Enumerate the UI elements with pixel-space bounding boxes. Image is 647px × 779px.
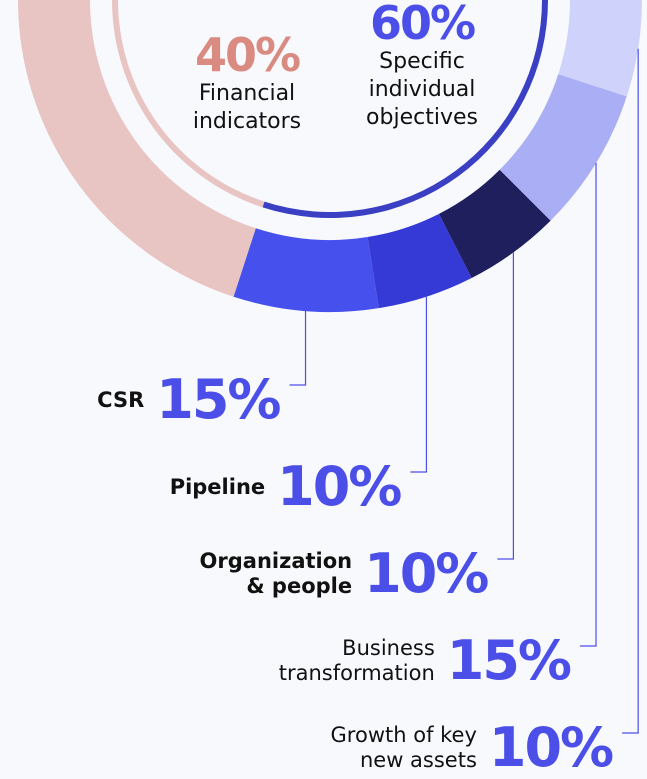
outer-segment xyxy=(18,0,256,297)
segment-label: CSR 15% xyxy=(97,368,281,431)
leader-line xyxy=(497,252,514,560)
segment-label: Pipeline 10% xyxy=(169,455,403,518)
segment-percent: 10% xyxy=(364,542,489,605)
center-percent: 60% xyxy=(369,0,476,50)
leader-line xyxy=(580,163,597,647)
segment-percent: 15% xyxy=(156,368,281,431)
leader-line xyxy=(622,48,639,734)
segment-label: Organization & people 10% xyxy=(199,542,490,605)
segment-label: Growth of key new assets 10% xyxy=(330,716,615,779)
outer-segment xyxy=(233,228,379,312)
segment-name: CSR xyxy=(97,387,145,412)
leader-line xyxy=(410,296,428,473)
outer-segment xyxy=(438,169,551,278)
center-label: 60% Specific individual objectives xyxy=(366,0,478,132)
center-name: Financial indicators xyxy=(192,81,302,134)
segment-percent: 10% xyxy=(277,455,402,518)
segment-name: Business transformation xyxy=(278,636,435,685)
segment-percent: 10% xyxy=(488,716,614,779)
inner-arc xyxy=(112,0,265,208)
segment-name: Growth of key new assets xyxy=(330,723,477,772)
center-name: Specific individual objectives xyxy=(366,49,478,130)
outer-segment xyxy=(499,74,627,221)
outer-segment xyxy=(367,213,472,309)
leader-line xyxy=(289,311,307,386)
segment-name: Organization & people xyxy=(199,549,353,598)
segment-name: Pipeline xyxy=(169,474,266,499)
segment-label: Business transformation 15% xyxy=(278,629,572,692)
segment-percent: 15% xyxy=(446,629,572,692)
center-label: 40% Financial indicators xyxy=(193,30,301,136)
center-percent: 40% xyxy=(194,28,301,82)
outer-segment xyxy=(558,0,642,97)
